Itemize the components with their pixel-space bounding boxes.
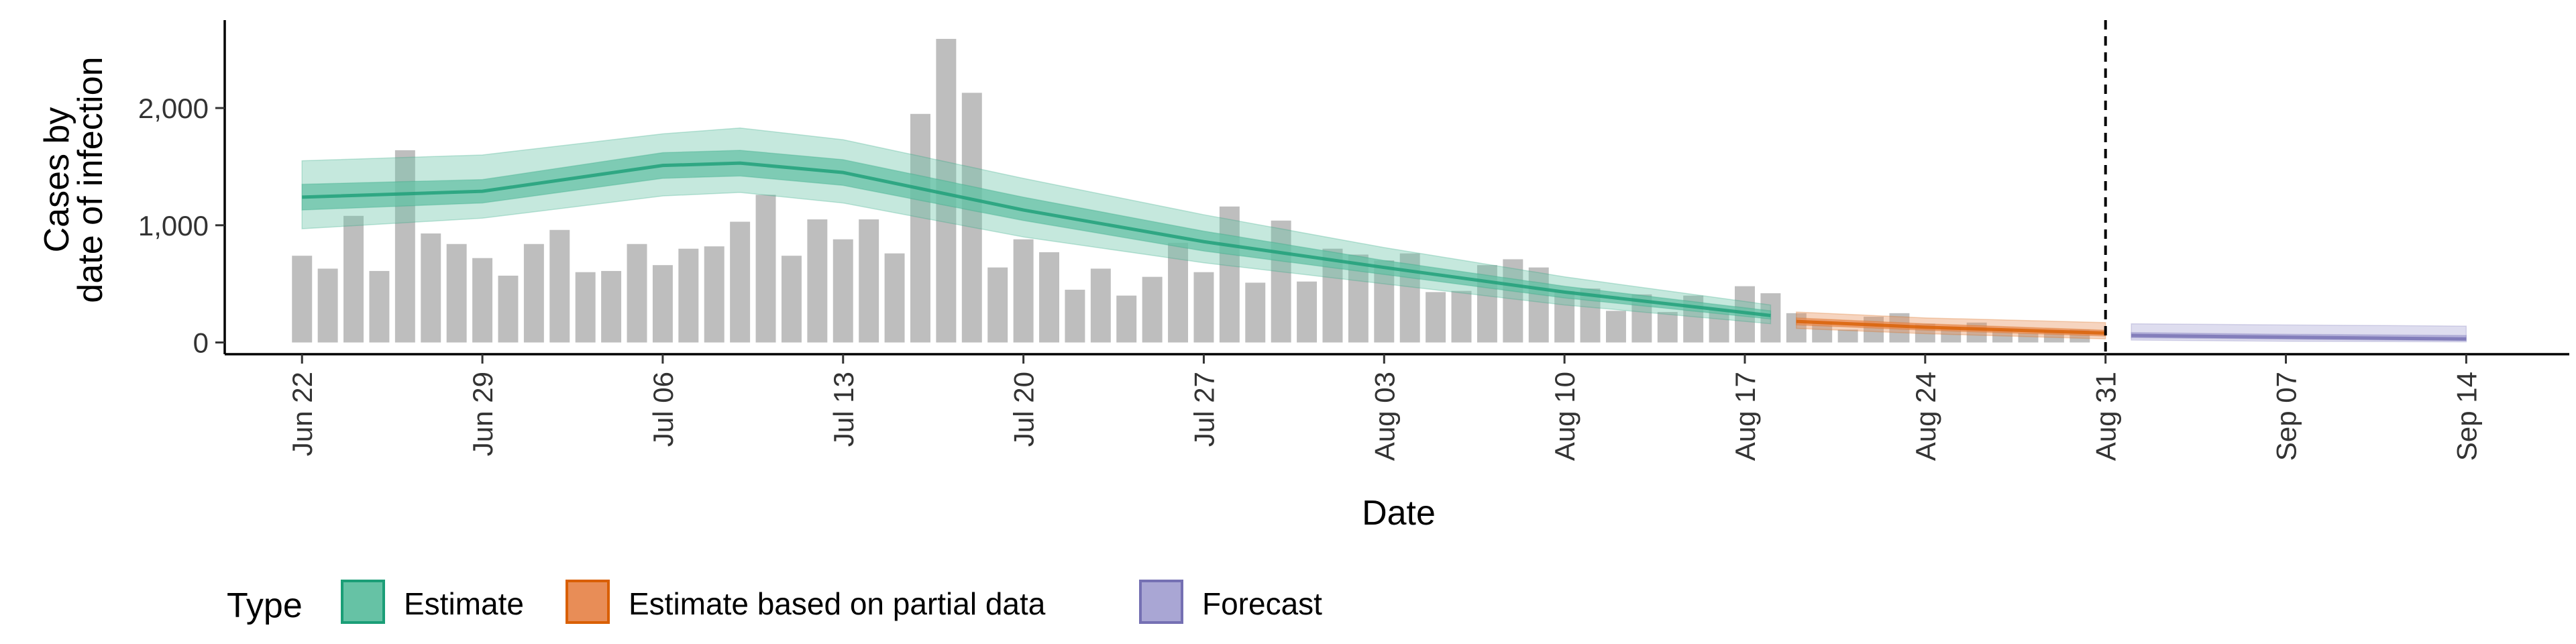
bar [317, 268, 338, 343]
bar [292, 256, 313, 343]
bar [343, 215, 364, 343]
bar [781, 256, 802, 343]
x-tick-label: Aug 10 [1549, 372, 1580, 461]
bar [446, 244, 467, 343]
series-2-median-line [2131, 333, 2467, 341]
bar [1503, 259, 1523, 343]
legend-key-2 [1139, 580, 1183, 624]
bar [1554, 290, 1575, 343]
legend-label-2: Forecast [1202, 586, 1322, 621]
bar [421, 233, 441, 343]
legend-key-0 [341, 580, 385, 624]
bar [833, 239, 853, 343]
y-axis-title-line1: Cases by [38, 107, 76, 253]
x-tick-label: Jul 06 [647, 372, 679, 447]
bar [1864, 317, 1884, 343]
x-tick-label: Aug 03 [1368, 372, 1400, 461]
bar [961, 93, 982, 343]
bar [755, 195, 776, 343]
y-axis-title: Cases by date of infection [38, 56, 110, 303]
bar [1142, 276, 1163, 343]
bar [1426, 292, 1446, 343]
series-0-median-line [302, 161, 1771, 317]
bar [1193, 272, 1214, 343]
series-0-band-50 [301, 150, 1772, 320]
series-1-median-line [1796, 319, 2106, 335]
bar [627, 244, 647, 343]
bar [2018, 333, 2039, 343]
bar [704, 246, 724, 343]
x-tick-label: Sep 14 [2451, 372, 2482, 461]
bar [1451, 290, 1472, 343]
bar [884, 253, 905, 343]
x-axis-title: Date [1362, 494, 1436, 533]
bar [575, 272, 596, 343]
x-tick-label: Jun 22 [286, 372, 318, 456]
x-tick-label: Aug 17 [1729, 372, 1761, 461]
x-tick-label: Jul 27 [1188, 372, 1220, 447]
y-tick-label: 0 [193, 327, 209, 359]
x-tick-label: Aug 31 [2090, 372, 2122, 461]
legend-label-0: Estimate [404, 586, 524, 621]
bar [678, 248, 699, 343]
y-tick-label: 2,000 [138, 93, 209, 124]
bar [1245, 282, 1266, 343]
legend-label-1: Estimate based on partial data [629, 586, 1046, 621]
bar [369, 270, 390, 343]
bar [601, 270, 622, 343]
bar [1605, 311, 1626, 343]
bar [1297, 281, 1318, 343]
bar [498, 275, 519, 343]
legend: Type Estimate Estimate based on partial d… [227, 580, 1322, 625]
bar [1168, 243, 1189, 343]
bar [1039, 252, 1059, 343]
x-tick-label: Jul 13 [828, 372, 859, 447]
y-axis-title-line2: date of infection [71, 56, 110, 303]
x-tick-label: Jul 20 [1008, 372, 1040, 447]
bar [859, 219, 879, 343]
axes-layer: 0 1,000 2,000 Jun 22 Jun 29 Jul 06 Jul 13 Jul 2… [138, 20, 2569, 461]
bar [1090, 268, 1111, 343]
bar [549, 229, 570, 343]
bar [1271, 220, 1291, 343]
ribbons-layer [301, 127, 2467, 343]
legend-title: Type [227, 586, 303, 625]
bar [1657, 312, 1678, 343]
bar [987, 267, 1008, 343]
bar [1116, 295, 1137, 343]
bar [910, 113, 930, 343]
x-tick-label: Sep 07 [2271, 372, 2302, 461]
bar [1528, 267, 1549, 343]
y-tick-label: 1,000 [138, 210, 209, 241]
x-tick-label: Jun 29 [467, 372, 498, 456]
bar [472, 258, 493, 343]
bar [652, 265, 673, 343]
bar [1219, 206, 1240, 343]
bar [1837, 329, 1858, 343]
bar [1013, 239, 1034, 343]
bar [807, 219, 828, 343]
legend-key-1 [566, 580, 610, 624]
bar [523, 244, 544, 343]
bar [1709, 309, 1729, 343]
bar [730, 221, 751, 343]
x-tick-label: Aug 24 [1910, 372, 1941, 461]
bar [1065, 289, 1085, 343]
